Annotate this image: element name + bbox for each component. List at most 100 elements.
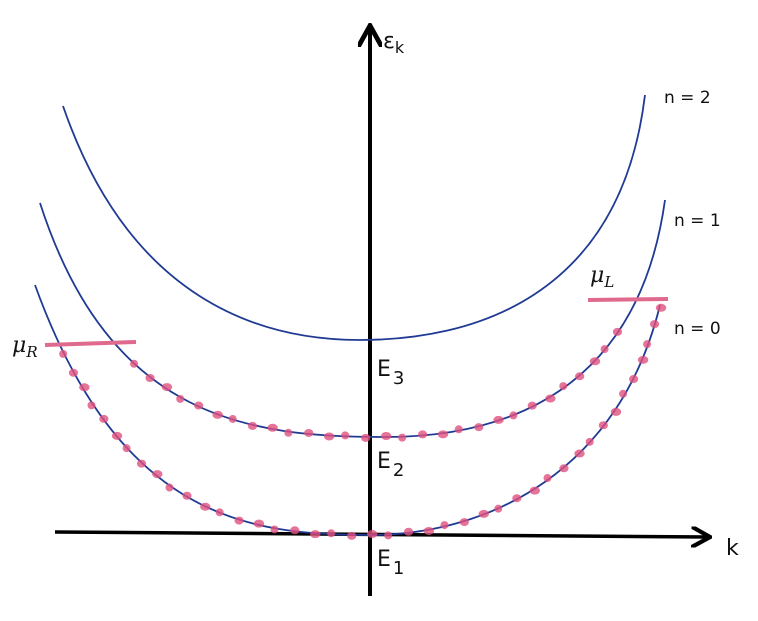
mu-symbol: μ [12, 333, 26, 358]
band-label: n = 0 [674, 319, 721, 339]
state-dot [161, 383, 173, 392]
state-dot [610, 407, 622, 416]
state-dot [59, 349, 68, 358]
state-dot [655, 303, 667, 312]
state-dot [478, 509, 489, 518]
state-dot [459, 518, 469, 527]
state-dot [176, 394, 185, 403]
mu-sub: L [603, 273, 614, 291]
band-curve [62, 94, 646, 341]
state-dot [612, 327, 623, 336]
state-dot [284, 428, 293, 437]
y-label-sub: k [395, 38, 405, 57]
state-dot [194, 401, 204, 410]
state-dot [152, 470, 163, 479]
state-dot [145, 373, 155, 382]
energy-symbol: E [377, 547, 391, 572]
state-dot [403, 527, 414, 536]
state-dot [543, 474, 552, 483]
state-dot [559, 464, 569, 473]
state-dot [384, 531, 393, 540]
state-dot [182, 491, 192, 500]
state-dot [253, 519, 265, 528]
mu-symbol: μ [590, 263, 604, 288]
state-dot [341, 431, 350, 440]
state-dot [111, 431, 123, 440]
state-dot [574, 449, 585, 458]
state-dot [509, 411, 518, 420]
state-dot [545, 394, 556, 403]
band-label: n = 1 [674, 211, 721, 231]
band-curve [39, 199, 666, 438]
state-dot [68, 368, 79, 377]
state-dot [437, 430, 449, 439]
state-dot [598, 421, 608, 430]
energy-symbol: E [377, 449, 391, 474]
state-dot [228, 414, 237, 423]
state-dot [649, 320, 660, 329]
state-dot [380, 431, 392, 440]
state-dot [643, 340, 652, 349]
state-dot [234, 516, 244, 525]
state-dot [200, 502, 211, 511]
energy-symbol: E [377, 357, 391, 382]
state-dot [290, 526, 300, 535]
state-dot [136, 459, 147, 468]
state-dot [366, 529, 378, 538]
state-dot [493, 415, 504, 424]
state-dot [474, 423, 484, 432]
state-dot [165, 483, 174, 492]
state-dot [527, 401, 537, 410]
state-dot [212, 410, 223, 419]
mu-r: μR [12, 333, 38, 361]
state-dot [619, 389, 628, 398]
state-dot [79, 383, 90, 392]
mu-sub: R [25, 343, 37, 361]
state-dot [323, 432, 335, 441]
band-label: n = 2 [664, 88, 711, 108]
mu-l-line [587, 297, 669, 302]
state-dot [310, 530, 321, 539]
state-dot [589, 357, 601, 366]
state-dot [215, 508, 224, 517]
y-label-main: ε [383, 29, 395, 54]
energy-sub: 1 [393, 558, 404, 579]
state-dot [575, 372, 585, 381]
state-dot [454, 425, 463, 434]
state-dot [122, 444, 131, 453]
state-dot [99, 414, 109, 423]
state-dot [585, 437, 594, 446]
state-dot [600, 345, 609, 354]
mu-r-line [44, 340, 137, 347]
state-dot [270, 525, 279, 534]
state-dot [267, 423, 278, 432]
state-dot [559, 382, 568, 391]
state-dot [327, 529, 336, 538]
state-dot [529, 486, 540, 495]
state-dot [361, 433, 371, 442]
state-dot [440, 521, 449, 530]
state-dot [247, 421, 258, 430]
state-dot [494, 504, 503, 513]
y-label: εk [383, 29, 405, 57]
state-dot [512, 494, 522, 503]
energy-sub: 3 [393, 368, 404, 389]
state-dot [637, 355, 649, 364]
state-dot [629, 375, 639, 384]
energy-sub: 2 [393, 460, 404, 481]
state-dot [423, 526, 435, 535]
mu-l: μL [590, 263, 614, 291]
state-dot [398, 433, 407, 442]
band-curve [34, 284, 661, 536]
x-label: k [726, 536, 739, 561]
state-dot [130, 359, 139, 368]
state-dot [87, 401, 96, 410]
state-dot [347, 531, 357, 540]
state-dot [304, 428, 314, 437]
state-dot [418, 430, 428, 439]
occupied-states [59, 303, 667, 540]
